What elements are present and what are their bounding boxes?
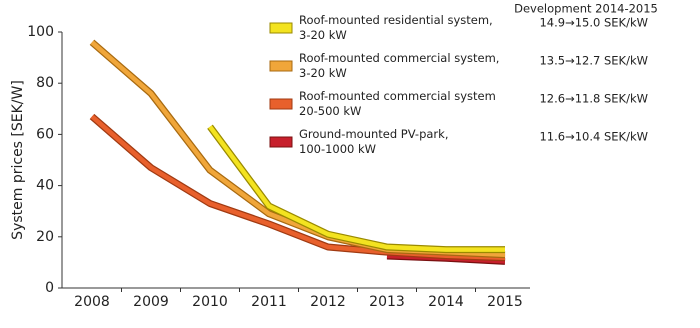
- x-tick-label: 2008: [74, 294, 110, 310]
- legend-note: 14.9→15.0 SEK/kW: [539, 16, 648, 30]
- x-tick-label: 2013: [369, 294, 405, 310]
- legend-swatch: [269, 98, 293, 110]
- legend-label: Roof-mounted commercial system 20-500 kW: [299, 89, 496, 118]
- y-axis-label: System prices [SEK/W]: [10, 80, 26, 240]
- legend-note: 12.6→11.8 SEK/kW: [539, 92, 648, 106]
- y-tick-label: 60: [36, 126, 54, 142]
- x-tick-label: 2015: [487, 294, 523, 310]
- legend-label: Roof-mounted residential system, 3-20 kW: [299, 13, 493, 42]
- legend-note: 13.5→12.7 SEK/kW: [539, 54, 648, 68]
- legend-swatch: [269, 136, 293, 148]
- y-tick-label: 40: [36, 178, 54, 194]
- legend-swatch: [269, 22, 293, 34]
- x-tick-label: 2014: [428, 294, 464, 310]
- legend-note: 11.6→10.4 SEK/kW: [539, 130, 648, 144]
- legend-label: Roof-mounted commercial system, 3-20 kW: [299, 51, 499, 80]
- y-tick-label: 100: [27, 24, 54, 40]
- legend-header: Development 2014-2015: [514, 2, 658, 16]
- x-tick-label: 2012: [310, 294, 346, 310]
- y-tick-label: 80: [36, 75, 54, 91]
- x-tick-label: 2011: [251, 294, 287, 310]
- legend-label: Ground-mounted PV-park, 100-1000 kW: [299, 127, 448, 156]
- y-tick-label: 0: [45, 280, 54, 296]
- legend-swatch: [269, 60, 293, 72]
- x-tick-label: 2009: [133, 294, 169, 310]
- series-line: [208, 125, 505, 252]
- x-tick-label: 2010: [192, 294, 228, 310]
- y-tick-label: 20: [36, 229, 54, 245]
